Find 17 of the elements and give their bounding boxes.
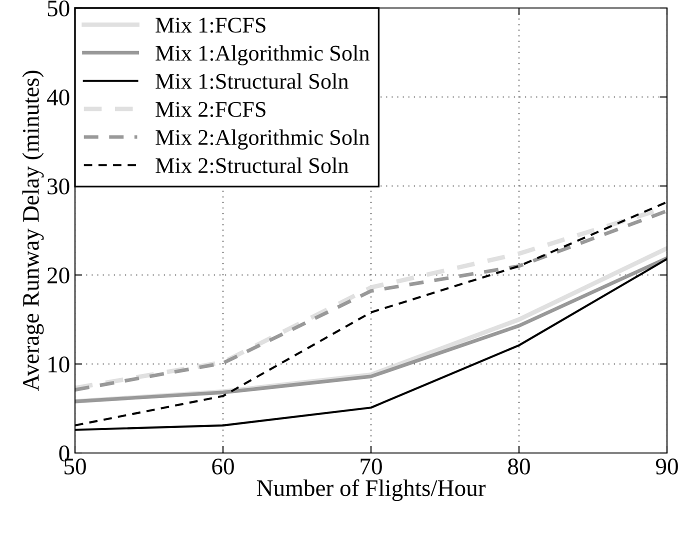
legend-label: Mix 2:Structural Soln: [156, 157, 348, 174]
x-axis-title: Number of Flights/Hour: [256, 479, 486, 501]
x-tick-label: 70: [360, 458, 382, 474]
y-tick-label: 30: [48, 178, 70, 194]
legend-label: Mix 1:Algorithmic Soln: [156, 45, 370, 66]
y-tick-label: 20: [48, 267, 70, 284]
y-tick-label: 50: [48, 0, 70, 16]
y-axis-title: Average Runway Delay (minutes): [22, 70, 44, 392]
legend-label: Mix 2:Algorithmic Soln: [156, 129, 370, 150]
y-tick-label: 40: [46, 89, 70, 106]
x-tick-label: 60: [212, 458, 234, 474]
x-tick-label: 80: [508, 458, 530, 474]
x-tick-label: 90: [656, 458, 678, 474]
legend-label: Mix 1:Structural Soln: [156, 73, 348, 89]
legend-label: Mix 2:FCFS: [156, 102, 266, 118]
legend-label: Mix 1:FCFS: [156, 18, 266, 33]
y-tick-label: 10: [48, 356, 70, 372]
